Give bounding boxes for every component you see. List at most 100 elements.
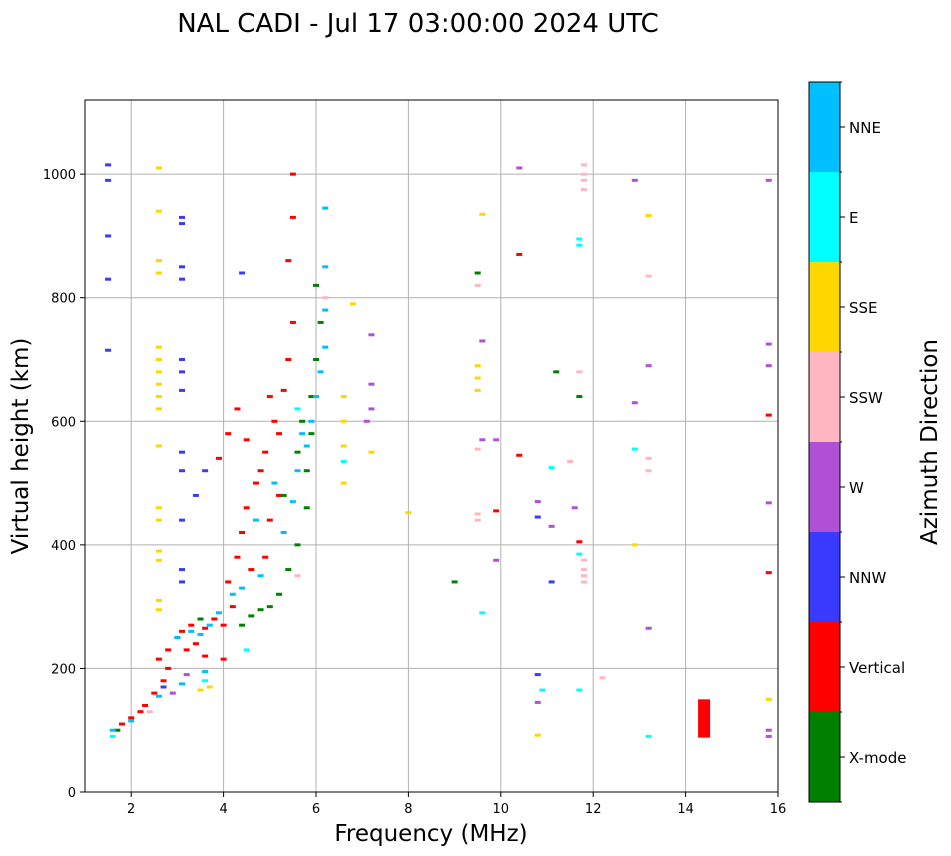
data-point-e [539, 688, 546, 692]
data-point-sse [645, 214, 652, 218]
data-point-ssw [645, 469, 652, 473]
data-point-nne [294, 469, 301, 473]
data-point-nne [303, 444, 310, 448]
x-tick-label: 4 [219, 802, 227, 817]
data-point-ssw [474, 447, 481, 451]
data-point-nne [322, 206, 329, 210]
data-point-ssw [580, 163, 587, 167]
data-point-vertical [289, 215, 296, 219]
data-point-w [516, 166, 523, 170]
data-point-vertical [262, 450, 269, 454]
colorbar-label-e: E [849, 209, 858, 227]
data-point-vertical [234, 407, 241, 411]
data-point-sse [155, 506, 162, 510]
y-tick-label: 0 [68, 786, 76, 801]
colorbar-label-ssw: SSW [849, 389, 883, 407]
data-point-nnw [179, 568, 186, 572]
x-tick-label: 12 [585, 802, 602, 817]
data-point-nne [280, 531, 287, 534]
data-point-x-mode [197, 617, 204, 621]
data-point-w [534, 500, 541, 504]
data-point-x-mode [285, 568, 292, 572]
data-point-sse [368, 450, 375, 454]
data-point-vertical [243, 438, 250, 442]
data-point-ssw [146, 710, 153, 714]
data-point-vertical [160, 679, 167, 683]
data-point-x-mode [308, 432, 315, 436]
data-point-nnw [105, 163, 112, 167]
data-point-x-mode [294, 543, 301, 547]
data-point-vertical [516, 453, 523, 457]
data-point-vertical [262, 555, 269, 559]
data-point-sse [340, 419, 347, 423]
data-point-w [765, 364, 772, 368]
data-point-sse [155, 518, 162, 522]
data-point-vertical [285, 358, 292, 361]
data-points [105, 163, 772, 738]
data-point-sse [340, 395, 347, 399]
data-point-w [169, 691, 176, 695]
data-point-w [479, 339, 486, 343]
data-point-vertical [142, 704, 149, 707]
data-point-ssw [474, 512, 481, 516]
data-point-sse [474, 364, 481, 368]
data-point-sse [155, 549, 162, 553]
colorbar-segment [809, 82, 840, 172]
data-point-x-mode [257, 608, 264, 612]
data-point-w [765, 342, 772, 346]
data-point-nnw [179, 370, 186, 374]
data-point-nnw [179, 469, 186, 473]
data-point-nne [322, 265, 329, 269]
data-point-nnw [534, 515, 541, 519]
data-point-vertical [765, 571, 772, 575]
data-point-nne [322, 345, 329, 349]
data-point-nnw [179, 222, 186, 226]
x-tick-label: 10 [493, 802, 510, 817]
data-point-nne [109, 728, 116, 732]
data-point-x-mode [294, 450, 301, 454]
data-point-nnw [192, 493, 199, 497]
data-point-nnw [179, 358, 186, 361]
x-axis-ticks: 2 4 6 8 10 12 14 16 [127, 792, 786, 817]
data-point-w [368, 382, 375, 386]
data-point-sse [474, 388, 481, 392]
data-point-sse [340, 444, 347, 448]
grid-lines [85, 100, 779, 793]
colorbar-label: Azimuth Direction [917, 339, 943, 545]
data-point-nne [313, 395, 319, 399]
data-point-nne [197, 632, 204, 636]
data-point-nne [257, 574, 264, 578]
data-point-vertical [280, 388, 287, 392]
data-point-w [183, 673, 190, 677]
data-point-vertical [151, 691, 158, 695]
y-axis-label: Virtual height (km) [8, 338, 34, 555]
data-point-vertical [220, 657, 227, 661]
data-point-vertical [215, 456, 222, 460]
data-point-vertical [493, 509, 500, 513]
data-point-sse [155, 598, 162, 602]
data-point-x-mode [313, 358, 319, 361]
data-point-sse [534, 733, 541, 737]
data-point-nne [155, 694, 162, 698]
data-point-vertical [289, 320, 296, 324]
data-point-ssw [580, 172, 587, 176]
data-point-ssw [580, 574, 587, 578]
data-point-vertical [220, 623, 227, 627]
data-point-nnw [179, 215, 186, 219]
data-point-ssw [580, 178, 587, 182]
data-point-e [340, 459, 347, 463]
data-point-x-mode [474, 271, 481, 275]
data-point-x-mode [317, 320, 324, 324]
data-point-e [479, 611, 486, 615]
data-point-ssw [567, 459, 574, 463]
data-point-vertical [276, 432, 283, 436]
data-point-x-mode [308, 395, 315, 399]
data-point-nnw [202, 469, 209, 473]
data-point-w [368, 407, 375, 411]
data-point-nne [202, 670, 209, 674]
data-point-nnw [179, 265, 186, 269]
data-point-w [765, 178, 772, 182]
data-point-x-mode [239, 623, 246, 627]
data-point-ssw [294, 574, 301, 578]
data-point-ssw [322, 296, 329, 300]
